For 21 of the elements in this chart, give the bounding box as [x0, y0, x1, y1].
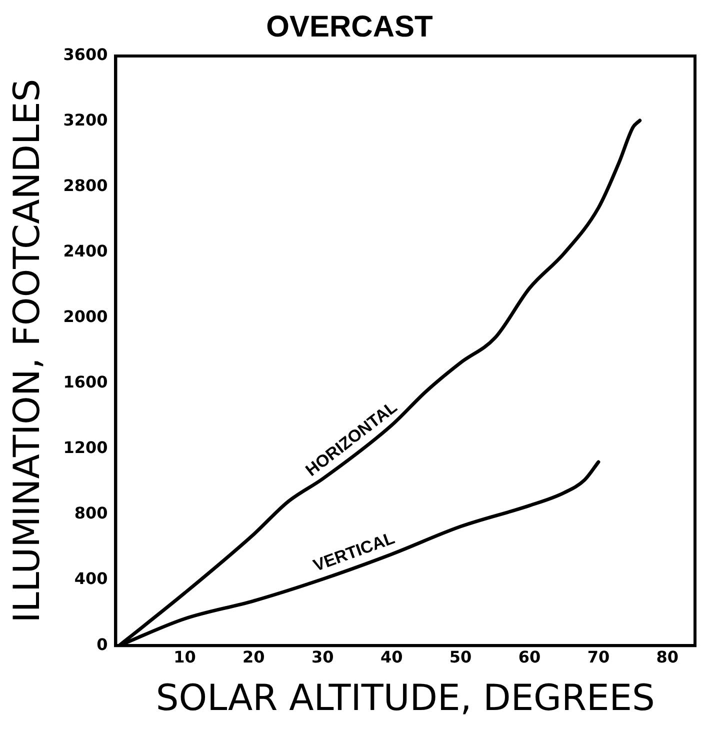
y-tick-label: 1200	[63, 438, 108, 458]
y-tick-label: 3200	[63, 110, 108, 130]
chart-title: OVERCAST	[266, 10, 433, 44]
y-tick-label: 2400	[63, 242, 108, 261]
x-tick-label: 60	[518, 647, 541, 666]
x-tick-label: 70	[587, 647, 610, 666]
x-tick-label: 50	[449, 647, 472, 666]
y-tick-label: 3600	[63, 45, 108, 64]
y-tick-label: 2000	[63, 307, 108, 326]
x-tick-label: 10	[174, 647, 196, 666]
x-axis-title: SOLAR ALTITUDE, DEGREES	[156, 678, 655, 719]
y-tick-label: 2800	[63, 176, 108, 196]
x-tick-label: 40	[380, 647, 403, 666]
x-tick-label: 20	[242, 647, 265, 666]
y-tick-label: 0	[96, 634, 108, 654]
y-axis-title: ILLUMINATION, FOOTCANDLES	[6, 78, 48, 623]
y-tick-label: 400	[74, 569, 108, 588]
y-tick-label: 800	[74, 504, 108, 523]
y-tick-label: 1600	[63, 372, 108, 392]
x-tick-label: 80	[656, 647, 679, 666]
x-tick-label: 30	[311, 647, 334, 666]
